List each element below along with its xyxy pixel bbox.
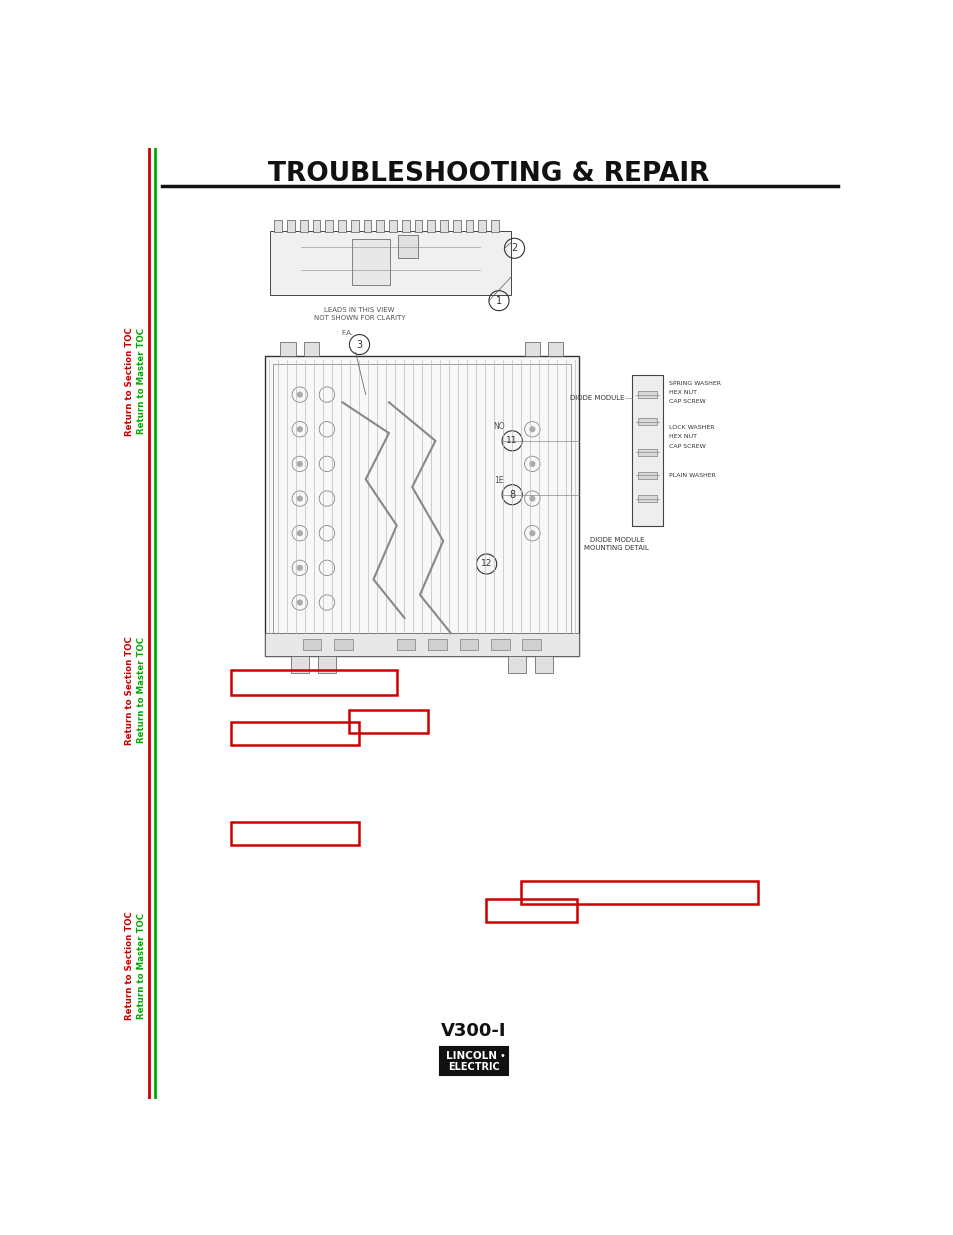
Text: Return to Master TOC: Return to Master TOC <box>137 329 146 435</box>
Text: 1: 1 <box>496 295 501 305</box>
Circle shape <box>296 426 303 432</box>
Text: ELECTRIC: ELECTRIC <box>448 1062 499 1072</box>
Bar <box>265 356 578 656</box>
Bar <box>491 640 509 651</box>
Text: Return to Master TOC: Return to Master TOC <box>137 637 146 743</box>
Bar <box>273 364 571 634</box>
Text: Return to Section TOC: Return to Section TOC <box>125 636 134 745</box>
Text: DIODE MODULE: DIODE MODULE <box>570 395 624 401</box>
Bar <box>638 390 657 399</box>
Text: LINCOLN: LINCOLN <box>445 1051 496 1061</box>
Bar <box>439 220 448 232</box>
Text: •: • <box>498 1051 504 1061</box>
Bar <box>231 823 358 845</box>
Bar <box>521 882 757 904</box>
Bar <box>351 220 358 232</box>
Bar <box>274 220 282 232</box>
Text: 11: 11 <box>506 436 517 446</box>
Bar <box>280 342 295 356</box>
Bar <box>428 640 446 651</box>
Bar <box>231 721 358 745</box>
Circle shape <box>529 530 535 536</box>
Bar <box>352 240 390 285</box>
Bar <box>337 220 345 232</box>
Bar <box>491 220 498 232</box>
Bar <box>439 1047 508 1074</box>
Circle shape <box>296 599 303 605</box>
Text: LOCK WASHER: LOCK WASHER <box>669 425 714 430</box>
Bar <box>459 640 477 651</box>
Text: F.A.: F.A. <box>341 330 354 336</box>
Circle shape <box>296 530 303 536</box>
Circle shape <box>296 461 303 467</box>
Text: NO: NO <box>493 422 504 431</box>
Text: TROUBLESHOOTING & REPAIR: TROUBLESHOOTING & REPAIR <box>268 161 709 186</box>
Text: CAP SCREW: CAP SCREW <box>669 399 705 404</box>
Text: CAP SCREW: CAP SCREW <box>669 443 705 448</box>
Circle shape <box>529 461 535 467</box>
Bar <box>638 472 657 479</box>
Bar <box>638 448 657 456</box>
Bar <box>485 899 577 923</box>
Text: 8: 8 <box>509 490 515 500</box>
Bar <box>317 656 335 673</box>
Bar <box>313 220 320 232</box>
Bar <box>396 640 416 651</box>
Bar <box>478 220 486 232</box>
Text: 1E: 1E <box>494 477 503 485</box>
Bar <box>389 220 396 232</box>
Circle shape <box>529 426 535 432</box>
Bar <box>363 220 371 232</box>
Bar <box>465 220 473 232</box>
Bar <box>303 342 319 356</box>
Bar <box>302 640 321 651</box>
Bar <box>265 634 578 656</box>
Text: HEX NUT: HEX NUT <box>669 390 697 395</box>
Text: LEADS IN THIS VIEW
NOT SHOWN FOR CLARITY: LEADS IN THIS VIEW NOT SHOWN FOR CLARITY <box>314 308 405 321</box>
Text: Return to Master TOC: Return to Master TOC <box>137 913 146 1019</box>
Bar <box>376 220 384 232</box>
Bar <box>287 220 294 232</box>
Bar <box>299 220 307 232</box>
Bar <box>507 656 525 673</box>
Text: Return to Section TOC: Return to Section TOC <box>125 327 134 436</box>
Bar <box>231 671 397 695</box>
Circle shape <box>296 391 303 398</box>
Text: HEX NUT: HEX NUT <box>669 435 697 440</box>
Text: SPRING WASHER: SPRING WASHER <box>669 380 720 385</box>
Bar <box>401 220 409 232</box>
Bar <box>638 417 657 425</box>
Text: 2: 2 <box>511 243 517 253</box>
Bar <box>397 235 417 258</box>
Text: 12: 12 <box>480 559 492 568</box>
Bar <box>547 342 562 356</box>
Text: 3: 3 <box>356 340 362 350</box>
Bar <box>453 220 460 232</box>
Bar <box>522 640 540 651</box>
Bar <box>270 231 510 294</box>
Bar <box>291 656 309 673</box>
Circle shape <box>296 495 303 501</box>
Text: V300-I: V300-I <box>441 1021 506 1040</box>
Text: DIODE MODULE
MOUNTING DETAIL: DIODE MODULE MOUNTING DETAIL <box>584 537 649 551</box>
Bar <box>638 495 657 503</box>
Circle shape <box>529 495 535 501</box>
Bar <box>534 656 553 673</box>
Bar <box>348 710 427 734</box>
Bar <box>415 220 422 232</box>
Bar <box>524 342 539 356</box>
Text: PLAIN WASHER: PLAIN WASHER <box>669 473 716 478</box>
Bar <box>632 375 662 526</box>
Bar <box>334 640 353 651</box>
Circle shape <box>296 564 303 571</box>
Bar <box>325 220 333 232</box>
Bar <box>427 220 435 232</box>
Text: Return to Section TOC: Return to Section TOC <box>125 911 134 1020</box>
